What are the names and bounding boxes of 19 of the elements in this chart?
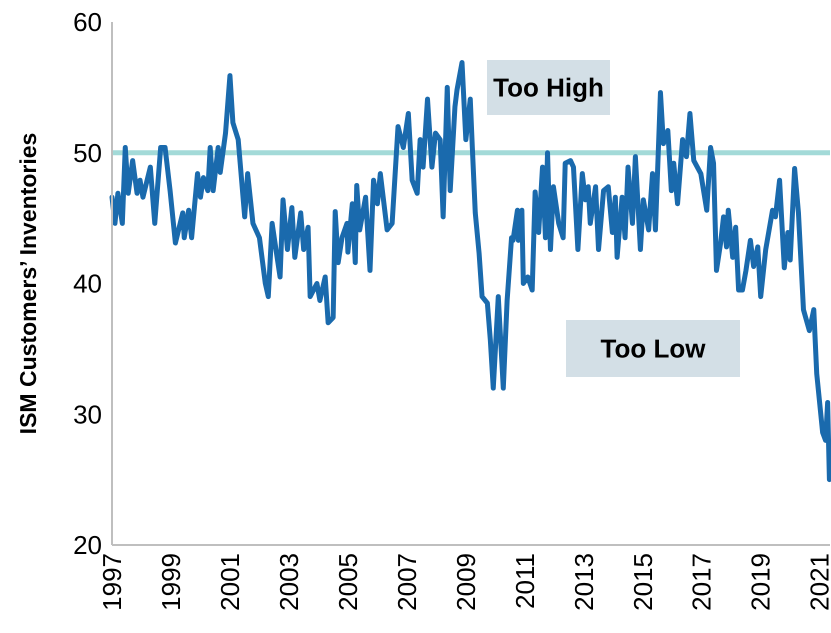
y-tick-label: 40: [73, 268, 102, 298]
y-tick-label: 60: [73, 7, 102, 37]
x-tick-label: 2019: [746, 553, 776, 611]
x-tick-label: 2007: [392, 553, 422, 611]
x-tick-label: 2021: [804, 553, 831, 611]
annotation: Too Low: [600, 334, 706, 364]
x-tick-label: 2003: [274, 553, 304, 611]
x-tick-label: 2005: [332, 553, 363, 611]
x-tick-label: 1999: [156, 553, 186, 611]
annotation: Too High: [493, 72, 604, 102]
y-tick-label: 30: [73, 399, 102, 430]
x-tick-label: 2015: [628, 553, 658, 611]
x-tick-label: 2017: [686, 553, 717, 611]
x-tick-label: 2009: [450, 553, 481, 611]
y-tick-label: 50: [73, 138, 102, 168]
x-tick-label: 2013: [568, 553, 599, 611]
x-tick-label: 2011: [510, 553, 540, 609]
y-axis-title: ISM Customers’ Inventories: [15, 132, 41, 434]
x-tick-label: 2001: [214, 553, 245, 611]
